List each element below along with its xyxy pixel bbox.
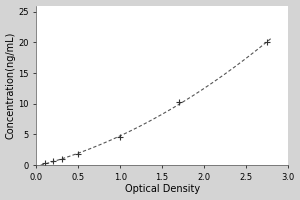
Y-axis label: Concentration(ng/mL): Concentration(ng/mL)	[6, 32, 16, 139]
X-axis label: Optical Density: Optical Density	[124, 184, 200, 194]
